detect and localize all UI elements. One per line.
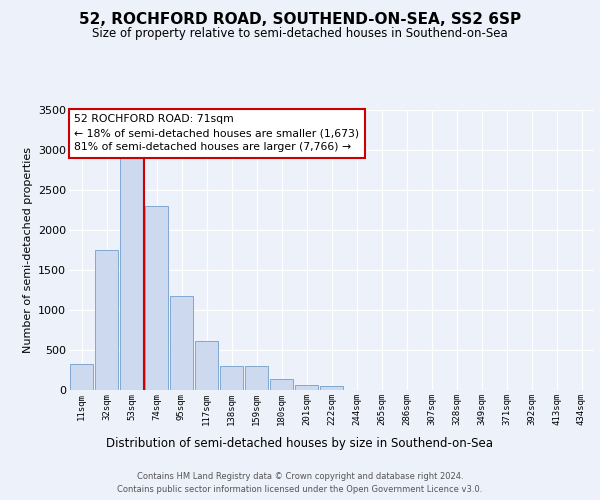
Text: Distribution of semi-detached houses by size in Southend-on-Sea: Distribution of semi-detached houses by … xyxy=(107,438,493,450)
Bar xyxy=(95,250,118,390)
Bar xyxy=(70,364,94,390)
Bar xyxy=(194,341,218,390)
Bar xyxy=(119,158,143,390)
Bar xyxy=(170,296,193,390)
Bar xyxy=(145,206,169,390)
Y-axis label: Number of semi-detached properties: Number of semi-detached properties xyxy=(23,147,32,353)
Text: Size of property relative to semi-detached houses in Southend-on-Sea: Size of property relative to semi-detach… xyxy=(92,28,508,40)
Bar xyxy=(245,366,268,390)
Bar xyxy=(295,385,319,390)
Text: Contains public sector information licensed under the Open Government Licence v3: Contains public sector information licen… xyxy=(118,485,482,494)
Bar xyxy=(269,379,293,390)
Text: Contains HM Land Registry data © Crown copyright and database right 2024.: Contains HM Land Registry data © Crown c… xyxy=(137,472,463,481)
Bar xyxy=(320,386,343,390)
Bar xyxy=(220,366,244,390)
Text: 52 ROCHFORD ROAD: 71sqm
← 18% of semi-detached houses are smaller (1,673)
81% of: 52 ROCHFORD ROAD: 71sqm ← 18% of semi-de… xyxy=(74,114,359,152)
Text: 52, ROCHFORD ROAD, SOUTHEND-ON-SEA, SS2 6SP: 52, ROCHFORD ROAD, SOUTHEND-ON-SEA, SS2 … xyxy=(79,12,521,28)
